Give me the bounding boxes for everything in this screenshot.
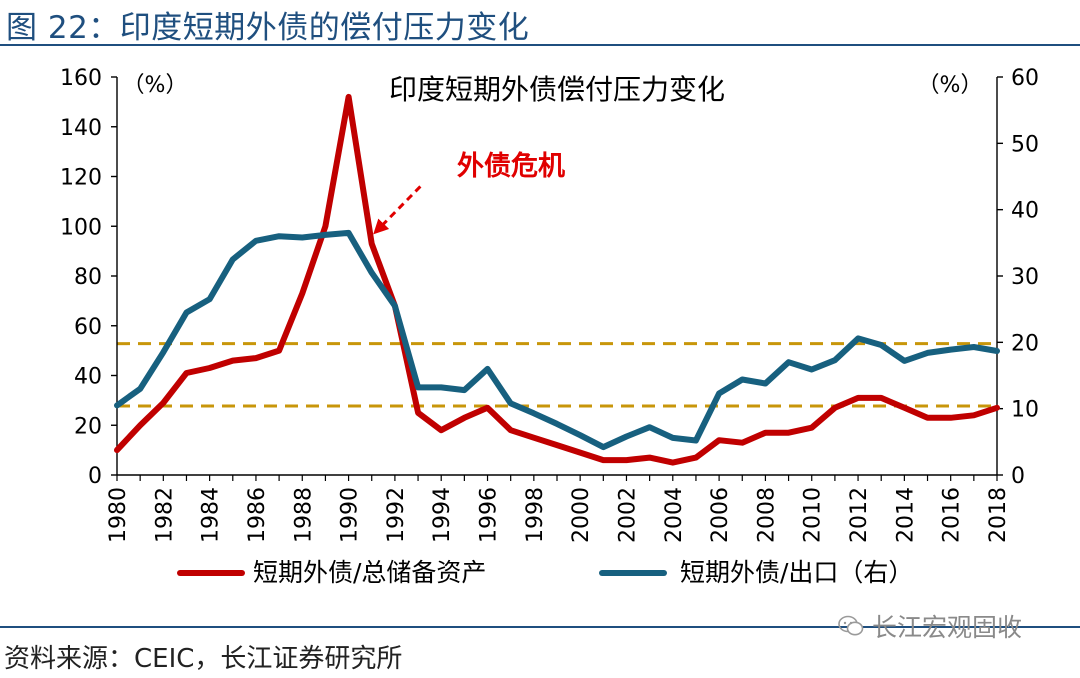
x-tick-label: 2000 (569, 487, 594, 543)
left-tick-label: 80 (74, 265, 102, 290)
crisis-arrow (373, 185, 422, 235)
left-tick-label: 20 (74, 414, 102, 439)
x-tick-label: 2014 (893, 487, 918, 543)
x-tick-label: 1986 (245, 487, 270, 543)
x-tick-label: 2004 (662, 487, 687, 543)
left-tick-label: 60 (74, 315, 102, 340)
x-tick-label: 1990 (338, 487, 363, 543)
x-tick-label: 1982 (152, 487, 177, 543)
x-tick-label: 1988 (291, 487, 316, 543)
figure-title: 图 22：印度短期外债的偿付压力变化 (6, 10, 530, 46)
right-tick-label: 20 (1011, 331, 1039, 356)
right-tick-label: 0 (1011, 464, 1025, 489)
x-tick-label: 1996 (477, 487, 502, 543)
left-tick-label: 0 (88, 464, 102, 489)
x-tick-label: 2010 (801, 487, 826, 543)
left-tick-label: 140 (60, 116, 102, 141)
x-tick-label: 1992 (384, 487, 409, 543)
x-tick-label: 2008 (754, 487, 779, 543)
left-tick-label: 160 (60, 66, 102, 91)
source-note: 资料来源：CEIC，长江证券研究所 (4, 644, 403, 674)
left-tick-label: 100 (60, 215, 102, 240)
x-tick-label: 1994 (430, 487, 455, 543)
legend-label: 短期外债/总储备资产 (253, 558, 486, 587)
left-tick-label: 120 (60, 166, 102, 191)
right-tick-label: 10 (1011, 398, 1039, 423)
crisis-annotation: 外债危机 (457, 150, 565, 182)
series-line-debt-to-reserves (114, 93, 1000, 466)
right-tick-label: 50 (1011, 132, 1039, 157)
wechat-icon (838, 615, 864, 636)
x-tick-label: 2012 (847, 487, 872, 543)
right-unit-label: （%） (918, 73, 983, 98)
right-tick-label: 60 (1011, 66, 1039, 91)
legend-label: 短期外债/出口（右） (680, 558, 913, 587)
x-tick-label: 2018 (986, 487, 1011, 543)
line-chart: 0 20 40 60 80 100 120 140 160 0 10 20 30 40 50 60 （%） （%）… (60, 66, 1039, 587)
x-tick-label: 2002 (615, 487, 640, 543)
chart-title: 印度短期外债偿付压力变化 (389, 73, 725, 106)
x-tick-label: 1998 (523, 487, 548, 543)
title-rule (0, 44, 1080, 46)
x-tick-label: 1980 (106, 487, 131, 543)
right-tick-label: 30 (1011, 265, 1039, 290)
watermark: 长江宏观固收 (838, 608, 1022, 644)
left-unit-label: （%） (123, 73, 188, 98)
right-tick-label: 40 (1011, 199, 1039, 224)
watermark-text: 长江宏观固收 (872, 613, 1023, 642)
legend: 短期外债/总储备资产 短期外债/出口（右） (177, 558, 913, 587)
annotation-layer: 外债危机 (373, 150, 565, 235)
axes: 0 20 40 60 80 100 120 140 160 0 10 20 30 40 50 60 （%） （%）… (60, 66, 1039, 543)
x-tick-label: 1984 (199, 487, 224, 543)
x-tick-label: 2006 (708, 487, 733, 543)
series-line-debt-to-exports (114, 229, 1000, 451)
source-rule (0, 626, 1080, 628)
series-layer (114, 93, 1000, 466)
left-tick-label: 40 (74, 365, 102, 390)
x-tick-label: 2016 (940, 487, 965, 543)
